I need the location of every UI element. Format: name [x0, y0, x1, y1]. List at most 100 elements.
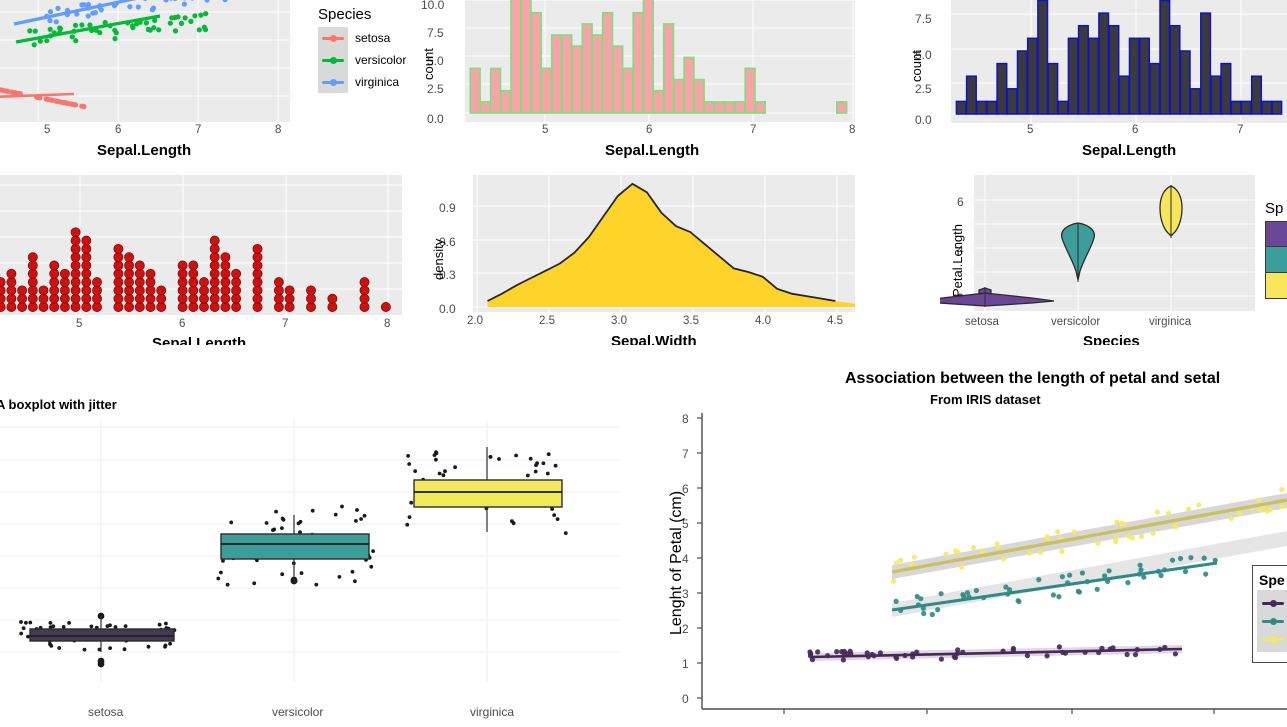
panel8-legend-key-setosa[interactable] — [1257, 594, 1287, 612]
legend-label-setosa: setosa — [355, 31, 391, 45]
panel2-yaxis-label: count — [421, 48, 436, 80]
panel3-ytick-0: 7.5 — [915, 12, 932, 26]
panel6-legend-swatch-setosa[interactable] — [1265, 221, 1287, 247]
panel8-subtitle: From IRIS dataset — [930, 392, 1041, 407]
panel8-legend-key-virginica[interactable] — [1257, 630, 1287, 648]
panel7-graphics — [0, 420, 620, 682]
panel4-xtick-0: 5 — [76, 318, 83, 330]
panel8-legend: Spe — [1252, 565, 1287, 663]
panel2-xtick-2: 7 — [750, 124, 757, 136]
panel4-xtick-3: 8 — [384, 318, 391, 330]
panel6-yaxis-label: Petal.Length — [950, 223, 965, 297]
panel8-yaxis-label: Lenght of Petal (cm) — [668, 490, 685, 635]
panel5-xtick-4: 4.0 — [755, 315, 771, 327]
panel6-xtick-versicolor: versicolor — [1051, 316, 1101, 328]
panel8-graphics — [697, 413, 1287, 714]
panel7-xtick-setosa: setosa — [88, 705, 124, 719]
panel5-xtick-2: 3.0 — [611, 315, 627, 327]
panel1-xaxis-label: Sepal.Length — [97, 142, 192, 159]
panel1-graphics — [0, 0, 290, 122]
legend-item-virginica[interactable]: virginica — [318, 71, 406, 93]
panel5-yaxis-label: density — [431, 238, 446, 280]
panel6-legend-title: Sp — [1265, 200, 1284, 217]
panel2-ytick-3: 2.5 — [427, 82, 444, 96]
panel1-xtick-1: 6 — [115, 124, 122, 136]
panel1-xtick-0: 5 — [44, 124, 51, 136]
panel6-ytick-1: 4 — [957, 243, 964, 257]
panel3-xaxis-label: Sepal.Length — [1082, 142, 1177, 159]
panel-violin-petal: 6 4 2 Petal.Length setosa versicolor vi — [940, 175, 1287, 345]
panel8-legend-keys — [1257, 590, 1287, 652]
panel5-ytick-1: 0.6 — [439, 235, 456, 249]
panel5-graphics — [473, 175, 855, 312]
panel2-xtick-0: 5 — [542, 124, 549, 136]
panel1-legend-title: Species — [318, 6, 372, 23]
panel3-ytick-1: 5.0 — [915, 48, 932, 62]
panel8-legend-title: Spe — [1259, 572, 1285, 588]
panel6-xtick-virginica: virginica — [1149, 316, 1192, 328]
panel5-xtick-1: 2.5 — [539, 315, 555, 327]
panel6-xtick-setosa: setosa — [965, 316, 999, 328]
legend-key-setosa — [318, 27, 348, 49]
panel3-yaxis-label: count — [909, 50, 924, 82]
legend-label-versicolor: versicolor — [355, 53, 407, 67]
panel6-legend-swatch-virginica[interactable] — [1265, 273, 1287, 299]
panel3-ytick-2: 2.5 — [915, 82, 932, 96]
panel-histogram-dark: 7.5 5.0 2.5 0.0 count 5 6 7 Sepal.Length — [855, 0, 1287, 160]
panel8-ytick-3: 5 — [682, 517, 689, 531]
panel5-ytick-0: 0.9 — [439, 201, 456, 215]
panel8-ytick-6: 2 — [682, 622, 689, 636]
panel6-graphics — [940, 175, 1255, 311]
panel7-xtick-versicolor: versicolor — [272, 705, 324, 719]
legend-label-virginica: virginica — [355, 75, 400, 89]
panel4-xaxis-label: Sepal.Length — [152, 335, 247, 345]
panel-histogram-pink: 10.0 7.5 5.0 2.5 0.0 count 5 6 7 8 Sepal… — [415, 0, 855, 160]
legend-item-setosa[interactable]: setosa — [318, 27, 406, 49]
panel-dotplot-red: 5 6 7 8 Sepal.Length — [0, 175, 410, 345]
panel1-xtick-2: 7 — [195, 124, 202, 136]
panel7-title: A boxplot with jitter — [0, 397, 117, 412]
panel6-legend: Sp — [1265, 200, 1287, 299]
panel5-xaxis-label: Sepal.Width — [611, 333, 697, 345]
panel6-ytick-0: 6 — [957, 195, 964, 209]
panel4-graphics — [0, 175, 402, 315]
panel3-graphics — [951, 0, 1287, 123]
panel5-xtick-0: 2.0 — [467, 315, 483, 327]
panel-density-sepalwidth: 0.9 0.6 0.3 0.0 density 2.0 2.5 3.0 3.5 … — [415, 175, 855, 345]
panel2-ytick-0: 10.0 — [421, 0, 445, 12]
panel8-ytick-7: 1 — [682, 657, 689, 671]
panel1-xtick-3: 8 — [275, 124, 282, 136]
panel-scatter-sepal: 5 6 7 8 Sepal.Length — [0, 0, 310, 160]
panel6-legend-swatch-versicolor[interactable] — [1265, 247, 1287, 273]
panel2-ytick-2: 5.0 — [427, 54, 444, 68]
panel8-ytick-8: 0 — [682, 692, 689, 706]
panel6-plot-area — [974, 175, 1255, 311]
panel-petal-regression: Association between the length of petal … — [640, 365, 1287, 727]
panel8-legend-key-versicolor[interactable] — [1257, 612, 1287, 630]
panel8-ytick-0: 8 — [682, 412, 689, 426]
panel2-xtick-3: 8 — [849, 124, 855, 136]
legend-key-virginica — [318, 71, 348, 93]
panel5-ytick-2: 0.3 — [439, 268, 456, 282]
panel8-title: Association between the length of petal … — [845, 370, 1221, 387]
panel2-xaxis-label: Sepal.Length — [605, 142, 700, 159]
panel-boxplot-jitter: A boxplot with jitter — [0, 395, 640, 727]
panel4-xtick-1: 6 — [179, 318, 186, 330]
legend-item-versicolor[interactable]: versicolor — [318, 49, 406, 71]
panel3-xtick-1: 6 — [1132, 124, 1139, 136]
panel2-graphics — [465, 0, 855, 122]
panel8-ytick-2: 6 — [682, 482, 689, 496]
panel4-xtick-2: 7 — [282, 318, 289, 330]
legend-key-versicolor — [318, 49, 348, 71]
panel3-xtick-0: 5 — [1027, 124, 1034, 136]
panel1-legend: Species setosa versicolor virginica — [318, 6, 406, 93]
panel3-ytick-3: 0.0 — [915, 113, 932, 127]
panel3-xtick-2: 7 — [1237, 124, 1244, 136]
panel6-xaxis-label: Species — [1083, 333, 1140, 345]
panel8-ytick-4: 4 — [682, 552, 689, 566]
panel2-ytick-4: 0.0 — [427, 112, 444, 126]
panel2-ytick-1: 7.5 — [427, 26, 444, 40]
panel8-ytick-1: 7 — [682, 447, 689, 461]
panel5-xtick-3: 3.5 — [683, 315, 699, 327]
